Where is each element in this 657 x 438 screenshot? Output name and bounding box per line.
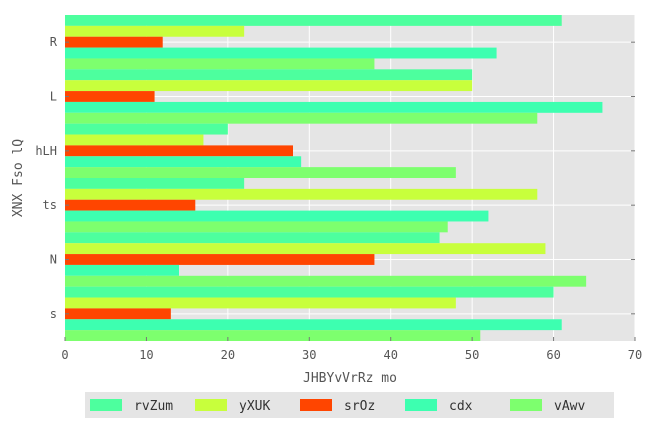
x-tick-label: 40 bbox=[383, 348, 397, 362]
x-axis-label: JHBYvVrRz mo bbox=[303, 371, 397, 386]
legend-label-yXUK: yXUK bbox=[239, 399, 270, 414]
legend: rvZum yXUK srOz cdx vAwv bbox=[90, 399, 585, 414]
bar-vAwv-hLH bbox=[65, 167, 456, 178]
x-tick-label: 70 bbox=[628, 348, 642, 362]
x-tick-label: 0 bbox=[61, 348, 68, 362]
legend-label-vAwv: vAwv bbox=[554, 399, 585, 414]
bar-srOz-hLH bbox=[65, 145, 293, 157]
bar-rvZum-s bbox=[65, 286, 554, 298]
y-tick-label: R bbox=[50, 35, 58, 49]
y-tick-label: hLH bbox=[35, 144, 57, 158]
bar-srOz-N bbox=[65, 254, 375, 265]
x-tick-label: 20 bbox=[221, 348, 235, 362]
legend-label-rvZum: rvZum bbox=[134, 399, 173, 414]
x-tick-label: 30 bbox=[302, 348, 316, 362]
legend-label-cdx: cdx bbox=[449, 399, 473, 414]
bar-srOz-ts bbox=[65, 199, 196, 211]
legend-swatch-yXUK bbox=[195, 399, 227, 411]
bar-srOz-R bbox=[65, 36, 163, 48]
bar-vAwv-R bbox=[65, 58, 375, 70]
bars bbox=[65, 15, 603, 341]
bar-yXUK-N bbox=[65, 243, 546, 255]
x-tick-label: 10 bbox=[139, 348, 153, 362]
bar-cdx-L bbox=[65, 101, 603, 113]
bar-vAwv-s bbox=[65, 330, 481, 341]
bar-yXUK-R bbox=[65, 25, 245, 37]
bar-vAwv-ts bbox=[65, 221, 448, 233]
legend-swatch-srOz bbox=[300, 399, 332, 411]
bar-yXUK-ts bbox=[65, 188, 538, 200]
bar-rvZum-N bbox=[65, 232, 440, 244]
bar-cdx-N bbox=[65, 264, 179, 276]
legend-swatch-rvZum bbox=[90, 399, 122, 411]
y-tick-label: N bbox=[50, 253, 57, 267]
x-tick-label: 50 bbox=[465, 348, 479, 362]
bar-rvZum-R bbox=[65, 15, 562, 26]
x-axis: 0 10 20 30 40 50 60 70 bbox=[61, 337, 642, 362]
bar-cdx-ts bbox=[65, 210, 489, 222]
y-tick-label: s bbox=[50, 307, 57, 321]
bar-vAwv-N bbox=[65, 275, 587, 287]
legend-swatch-vAwv bbox=[510, 399, 542, 411]
bar-rvZum-L bbox=[65, 69, 473, 81]
legend-label-srOz: srOz bbox=[344, 399, 375, 414]
bar-cdx-hLH bbox=[65, 156, 302, 168]
bar-srOz-s bbox=[65, 308, 171, 320]
bar-rvZum-ts bbox=[65, 178, 245, 189]
x-tick-label: 60 bbox=[546, 348, 560, 362]
bar-rvZum-hLH bbox=[65, 123, 228, 135]
y-tick-label: ts bbox=[43, 198, 57, 212]
legend-swatch-cdx bbox=[405, 399, 437, 411]
bar-vAwv-L bbox=[65, 112, 538, 124]
bar-cdx-s bbox=[65, 319, 562, 331]
y-tick-label: L bbox=[50, 90, 57, 104]
bar-srOz-L bbox=[65, 91, 155, 102]
bar-yXUK-L bbox=[65, 80, 473, 92]
bar-yXUK-hLH bbox=[65, 134, 204, 146]
y-axis-label: XNX Fso lQ bbox=[11, 139, 26, 217]
bar-yXUK-s bbox=[65, 297, 456, 309]
bar-cdx-R bbox=[65, 47, 497, 59]
